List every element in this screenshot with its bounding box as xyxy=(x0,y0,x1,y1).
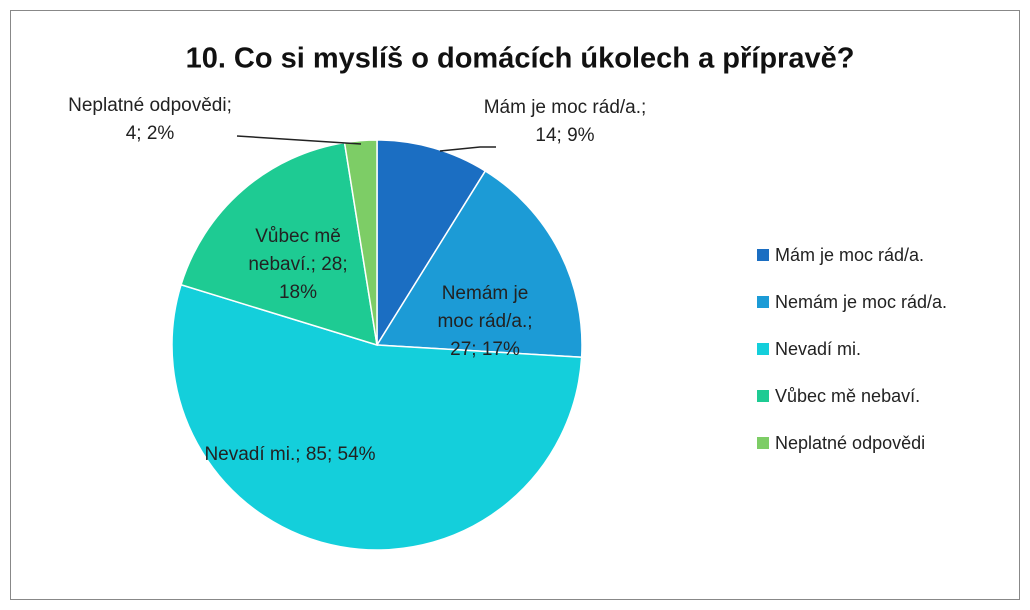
pie-slice xyxy=(376,139,487,348)
legend-label: Nemám je moc rád/a. xyxy=(775,292,947,312)
data-label: Vůbec mě nebaví.; 28; 18% xyxy=(248,226,348,303)
data-label: Mám je moc rád/a.; 14; 9% xyxy=(483,97,647,146)
data-label: Neplatné odpovědi; 4; 2% xyxy=(68,95,232,144)
legend-label: Mám je moc rád/a. xyxy=(775,245,924,265)
pie xyxy=(171,139,583,551)
legend-swatch xyxy=(757,249,769,261)
chart-title: 10. Co si myslíš o domácích úkolech a př… xyxy=(186,43,855,75)
legend-swatch xyxy=(757,296,769,308)
data-label: Nevadí mi.; 85; 54% xyxy=(204,444,376,465)
leader-line xyxy=(439,146,496,152)
legend-swatch xyxy=(757,437,769,449)
data-label: Nemám je moc rád/a.; 27; 17% xyxy=(437,283,533,360)
leader-line xyxy=(236,135,362,145)
legend-swatch xyxy=(757,390,769,402)
legend-swatch xyxy=(757,343,769,355)
pie-slice xyxy=(171,283,583,551)
pie-slice xyxy=(375,169,583,359)
legend-label: Neplatné odpovědi xyxy=(775,433,925,453)
legend-label: Vůbec mě nebaví. xyxy=(775,386,920,406)
legend: Mám je moc rád/a. Nemám je moc rád/a. Neva… xyxy=(757,245,947,453)
legend-label: Nevadí mi. xyxy=(775,339,861,359)
pie-slice xyxy=(180,141,378,347)
